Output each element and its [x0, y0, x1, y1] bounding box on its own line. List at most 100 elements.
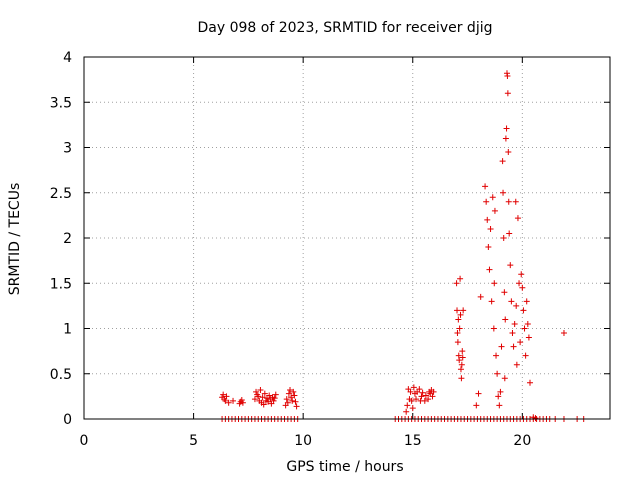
data-point: [525, 334, 532, 341]
data-point: [430, 388, 437, 395]
data-point: [496, 402, 503, 409]
data-point: [261, 390, 268, 397]
data-point: [407, 388, 414, 395]
data-point: [289, 397, 296, 404]
data-point: [485, 244, 492, 251]
data-point: [503, 125, 510, 132]
data-point: [507, 262, 514, 269]
data-point: [506, 230, 513, 237]
data-point: [260, 401, 267, 408]
data-point: [416, 386, 423, 393]
data-point: [497, 388, 504, 395]
data-point: [519, 284, 526, 291]
data-point: [456, 357, 463, 364]
data-point: [510, 343, 517, 350]
data-point: [520, 307, 527, 314]
data-point: [459, 354, 466, 361]
y-tick-label: 3.5: [50, 95, 72, 111]
data-point: [251, 396, 258, 403]
data-point: [502, 135, 509, 142]
data-point: [504, 73, 511, 80]
data-point: [291, 392, 298, 399]
data-point: [238, 396, 245, 403]
data-point: [524, 320, 531, 327]
data-point: [284, 399, 291, 406]
data-point: [475, 390, 482, 397]
y-tick-label: 2.5: [50, 186, 72, 202]
data-point: [409, 405, 416, 412]
data-point: [504, 90, 511, 97]
y-tick-label: 1: [63, 322, 72, 338]
data-point: [457, 311, 464, 318]
data-point: [422, 392, 429, 399]
data-point: [457, 366, 464, 373]
data-point: [456, 325, 463, 332]
data-point: [498, 343, 505, 350]
data-point: [516, 280, 523, 287]
data-point: [225, 399, 232, 406]
data-point: [513, 302, 520, 309]
data-point: [288, 394, 295, 401]
y-tick-label: 3: [63, 141, 72, 157]
data-point: [560, 330, 567, 337]
x-tick-label: 15: [404, 433, 422, 449]
data-point: [509, 330, 516, 337]
data-point: [508, 298, 515, 305]
data-point: [494, 370, 501, 377]
data-point: [272, 391, 279, 398]
data-point: [453, 280, 460, 287]
data-point: [518, 271, 525, 278]
data-point: [483, 198, 490, 205]
axis-ticks: 0 5 10 15 20 0 0.5 1 1.5 2 2.5 3 3.5 4: [50, 50, 610, 449]
data-point: [408, 397, 415, 404]
x-tick-label: 20: [513, 433, 531, 449]
data-point: [499, 158, 506, 165]
data-point: [482, 183, 489, 190]
data-point: [493, 352, 500, 359]
data-point: [459, 348, 466, 355]
data-point: [292, 398, 299, 405]
data-point: [458, 375, 465, 382]
y-tick-label: 0: [63, 412, 72, 428]
data-point: [283, 396, 290, 403]
y-tick-label: 0.5: [50, 367, 72, 383]
data-point: [266, 392, 273, 399]
data-point: [239, 399, 246, 406]
data-point: [505, 149, 512, 156]
data-point: [454, 339, 461, 346]
y-tick-label: 1.5: [50, 276, 72, 292]
data-point: [513, 361, 520, 368]
x-axis-label: GPS time / hours: [286, 459, 403, 475]
data-point: [484, 216, 491, 223]
y-axis-label: SRMTID / TECUs: [7, 183, 23, 296]
data-point: [477, 293, 484, 300]
data-point: [285, 390, 292, 397]
data-point: [512, 198, 519, 205]
data-point: [502, 316, 509, 323]
data-point: [487, 225, 494, 232]
x-tick-label: 5: [189, 433, 198, 449]
data-point: [253, 388, 260, 395]
data-point: [421, 397, 428, 404]
y-tick-label: 4: [63, 50, 72, 66]
data-point: [500, 189, 507, 196]
x-tick-label: 10: [294, 433, 312, 449]
data-point: [490, 325, 497, 332]
data-point: [287, 387, 294, 394]
data-point: [495, 393, 502, 400]
data-point: [489, 194, 496, 201]
data-point: [223, 393, 230, 400]
data-point: [454, 307, 461, 314]
data-point: [486, 266, 493, 273]
data-point: [259, 394, 266, 401]
grid: [84, 57, 610, 419]
data-point: [454, 330, 461, 337]
data-point: [230, 397, 237, 404]
data-point: [290, 388, 297, 395]
data-point: [501, 375, 508, 382]
y-tick-label: 2: [63, 231, 72, 247]
data-point: [410, 384, 417, 391]
